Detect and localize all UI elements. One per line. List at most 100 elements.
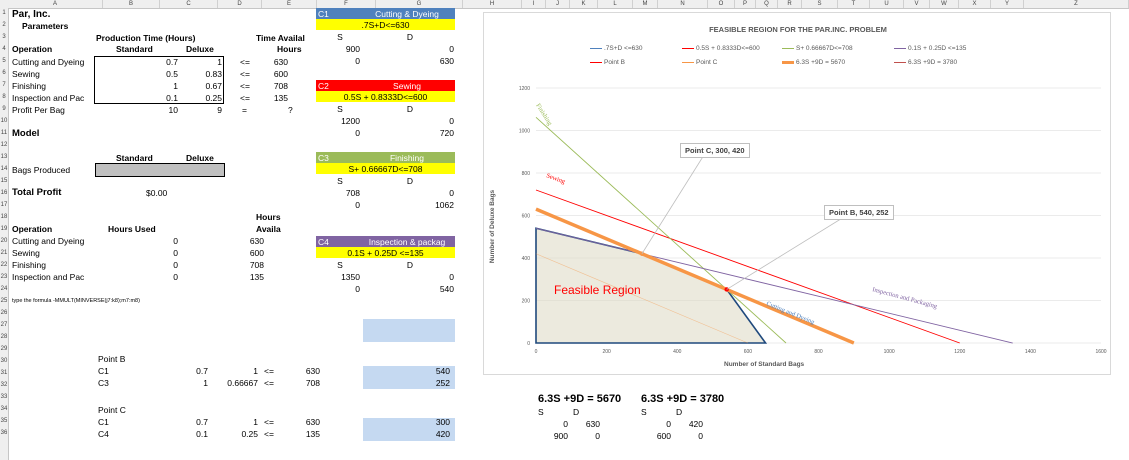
constraint-s2[interactable]: 0 [355,200,360,210]
column-header-M[interactable]: M [633,0,658,8]
constraint-equation[interactable]: S+ 0.66667D<=708 [348,164,423,174]
column-header-J[interactable]: J [546,0,570,8]
time-avail-header[interactable]: Time Availal [256,33,305,43]
op-standard[interactable]: 0.5 [166,69,178,79]
row-number[interactable]: 34 [0,406,8,412]
total-profit-label[interactable]: Total Profit [12,187,62,198]
row-number[interactable]: 20 [0,238,8,244]
op-deluxe[interactable]: 1 [217,57,222,67]
constraint-d1[interactable]: 0 [449,272,454,282]
point_c-r2-cell[interactable]: 135 [305,429,320,439]
point-b-result[interactable] [363,366,455,389]
constraint-d1[interactable]: 0 [449,188,454,198]
used-name[interactable]: Cutting and Dyeing [12,236,85,246]
point_c-label[interactable]: Point C [98,405,126,415]
constraint-s1[interactable]: 1200 [341,116,360,126]
row-number[interactable]: 21 [0,250,8,256]
column-header-D[interactable]: D [218,0,262,8]
row-number[interactable]: 25 [0,298,8,304]
column-header-K[interactable]: K [570,0,598,8]
model-standard-header[interactable]: Standard [116,153,153,163]
iso1-s2[interactable]: 900 [553,431,568,441]
op-hours[interactable]: 135 [273,93,288,103]
row-number[interactable]: 32 [0,382,8,388]
constraint-equation-bg[interactable] [316,19,455,30]
point_b-r2-cell[interactable]: 1 [203,378,208,388]
constraint-d-header[interactable]: D [406,176,414,186]
hours-avail-header-2[interactable]: Availa [256,224,281,234]
point_b-r1-cell[interactable]: 1 [253,366,258,376]
column-header-O[interactable]: O [708,0,735,8]
constraint-header[interactable] [316,8,455,19]
op-standard[interactable]: 1 [173,81,178,91]
point_b-r1-cell[interactable]: 630 [305,366,320,376]
row-number[interactable]: 8 [2,94,6,100]
profit-label[interactable]: Profit Per Bag [12,105,65,115]
row-number[interactable]: 13 [0,154,8,160]
row-number[interactable]: 5 [2,58,6,64]
used-name[interactable]: Sewing [12,248,40,258]
profit-deluxe[interactable]: 9 [217,105,222,115]
point_b-r2-cell[interactable]: 0.66667 [227,378,258,388]
profit-standard[interactable]: 10 [168,105,178,115]
point_b-r1-cell[interactable]: 540 [435,366,450,376]
iso1-title[interactable]: 6.3S +9D = 5670 [538,393,622,405]
op-standard[interactable]: 0.7 [166,57,178,67]
point_c-r1-cell[interactable]: 300 [435,417,450,427]
row-number[interactable]: 6 [2,70,6,76]
constraint-id[interactable]: C2 [318,81,329,91]
row-number[interactable]: 30 [0,358,8,364]
column-header-C[interactable]: C [160,0,218,8]
constraint-d1[interactable]: 0 [449,116,454,126]
legend-item[interactable]: 0.1S + 0.25D <=135 [894,45,966,52]
column-header-L[interactable]: L [598,0,633,8]
legend-item[interactable]: .7S+D <=630 [590,45,643,52]
hours-used-header[interactable]: Hours Used [108,224,156,234]
profit-q[interactable]: ? [288,105,293,115]
model-deluxe-header[interactable]: Deluxe [186,153,214,163]
bags-input-cells[interactable] [95,163,225,177]
legend-item[interactable]: 6.3S +9D = 3780 [894,59,957,66]
iso1-d2[interactable]: 0 [595,431,600,441]
column-header-S[interactable]: S [802,0,838,8]
row-number[interactable]: 16 [0,190,8,196]
row-number[interactable]: 1 [2,10,6,16]
op-hours[interactable]: 708 [273,81,288,91]
legend-item[interactable]: Point C [682,59,717,66]
op-name[interactable]: Inspection and Pac [12,93,85,103]
iso1-d-header[interactable]: D [573,407,580,417]
constraint-d2[interactable]: 630 [439,56,454,66]
column-header-E[interactable]: E [262,0,317,8]
row-number[interactable]: 19 [0,226,8,232]
op-name[interactable]: Finishing [12,81,47,91]
point_b-r2-cell[interactable]: 708 [305,378,320,388]
hours-avail[interactable]: 600 [249,248,264,258]
point_b-r2-cell[interactable]: <= [264,378,274,388]
row-number[interactable]: 27 [0,322,8,328]
row-number[interactable]: 24 [0,286,8,292]
constraint-s2[interactable]: 0 [355,128,360,138]
iso1-s1[interactable]: 0 [563,419,568,429]
hours-used[interactable]: 0 [173,260,178,270]
column-header-I[interactable]: I [522,0,546,8]
column-header-H[interactable]: H [463,0,522,8]
op-hours[interactable]: 600 [273,69,288,79]
constraint-equation-bg[interactable] [316,247,455,258]
constraint-equation[interactable]: 0.5S + 0.8333D<=600 [343,92,428,102]
profit-eq[interactable]: = [242,105,247,115]
column-header-P[interactable]: P [735,0,756,8]
iso1-s-header[interactable]: S [538,407,544,417]
constraint-header[interactable] [316,152,455,163]
constraint-d-header[interactable]: D [406,32,414,42]
constraint-s-header[interactable]: S [337,104,343,114]
op-operator[interactable]: <= [240,93,250,103]
legend-item[interactable]: Point B [590,59,625,66]
constraint-title[interactable]: Cutting & Dyeing [375,9,439,19]
hours-used[interactable]: 0 [173,236,178,246]
row-number[interactable]: 11 [0,130,8,136]
op-operator[interactable]: <= [240,81,250,91]
column-header-F[interactable]: F [317,0,376,8]
standard-header[interactable]: Standard [116,44,153,54]
row-number[interactable]: 18 [0,214,8,220]
point_b-r2-cell[interactable]: 252 [435,378,450,388]
